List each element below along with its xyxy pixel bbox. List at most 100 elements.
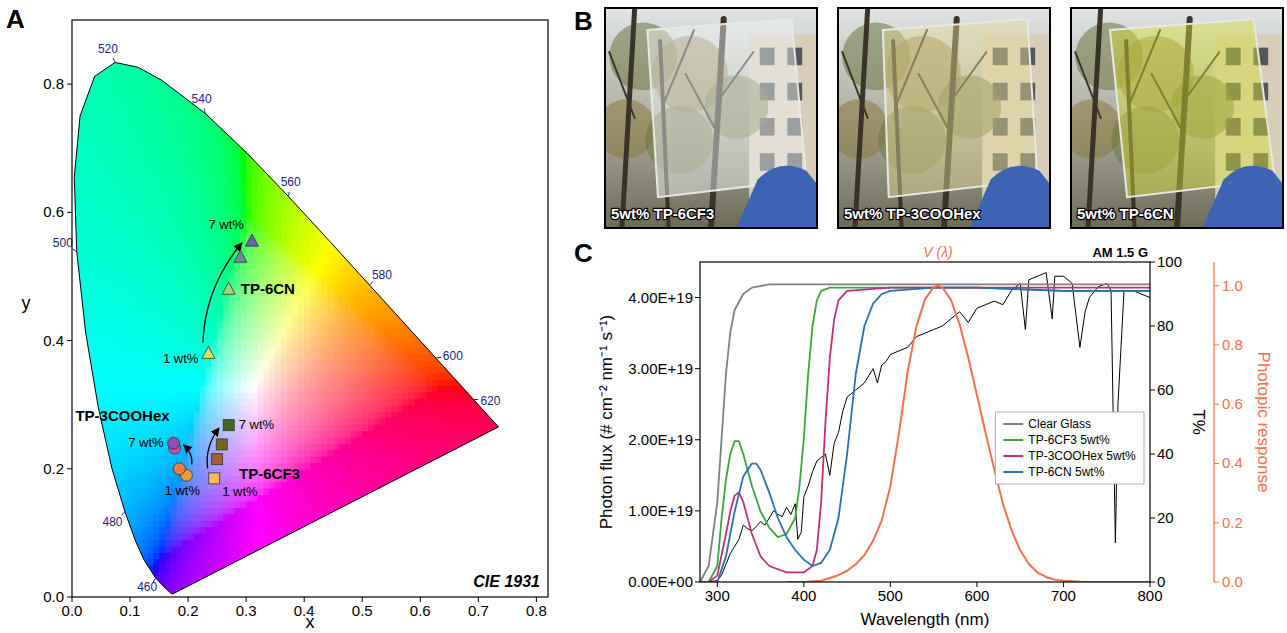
gamut-cell bbox=[142, 212, 149, 219]
gamut-cell bbox=[107, 135, 114, 142]
gamut-cell bbox=[200, 469, 207, 476]
gamut-cell bbox=[84, 58, 91, 65]
gamut-cell bbox=[194, 123, 201, 130]
gamut-cell bbox=[188, 174, 195, 181]
gamut-cell bbox=[118, 341, 125, 348]
gamut-cell bbox=[188, 212, 195, 219]
gamut-cell bbox=[147, 58, 154, 65]
gamut-cell bbox=[142, 270, 149, 277]
gamut-cell bbox=[188, 315, 195, 322]
gamut-cell bbox=[153, 520, 160, 527]
gamut-cell bbox=[101, 559, 108, 566]
gamut-cell bbox=[188, 264, 195, 271]
gamut-cell bbox=[147, 161, 154, 168]
gamut-cell bbox=[206, 578, 213, 585]
gamut-cell bbox=[194, 232, 201, 239]
gamut-cell bbox=[118, 360, 125, 367]
gamut-cell bbox=[72, 559, 79, 566]
gamut-cell bbox=[84, 116, 91, 123]
gamut-cell bbox=[153, 161, 160, 168]
gamut-cell bbox=[89, 392, 96, 399]
gamut-cell bbox=[136, 103, 143, 110]
gamut-cell bbox=[107, 251, 114, 258]
gamut-cell bbox=[84, 123, 91, 130]
gamut-cell bbox=[136, 392, 143, 399]
gamut-cell bbox=[165, 469, 172, 476]
gamut-cell bbox=[130, 174, 137, 181]
gamut-cell bbox=[72, 571, 79, 578]
gamut-cell bbox=[165, 283, 172, 290]
gamut-cell bbox=[200, 193, 207, 200]
gamut-cell bbox=[84, 462, 91, 469]
gamut-cell bbox=[147, 315, 154, 322]
gamut-cell bbox=[101, 578, 108, 585]
gamut-cell bbox=[84, 206, 91, 213]
gamut-cell bbox=[153, 270, 160, 277]
gamut-cell bbox=[89, 469, 96, 476]
gamut-cell bbox=[130, 193, 137, 200]
gamut-cell bbox=[72, 347, 79, 354]
gamut-cell bbox=[159, 232, 166, 239]
gamut-cell bbox=[147, 52, 154, 59]
gamut-cell bbox=[194, 270, 201, 277]
gamut-cell bbox=[130, 456, 137, 463]
gamut-cell bbox=[72, 475, 79, 482]
gamut-cell bbox=[165, 539, 172, 546]
gamut-cell bbox=[200, 225, 207, 232]
gamut-cell bbox=[124, 142, 130, 149]
gamut-cell bbox=[101, 507, 108, 514]
gamut-cell bbox=[107, 334, 114, 341]
gamut-cell bbox=[95, 65, 102, 72]
gamut-cell bbox=[78, 584, 85, 591]
gamut-cell bbox=[118, 71, 125, 78]
gamut-cell bbox=[89, 520, 96, 527]
gamut-cell bbox=[130, 206, 137, 213]
gamut-cell bbox=[153, 283, 160, 290]
gamut-cell bbox=[142, 91, 149, 98]
gamut-cell bbox=[165, 341, 172, 348]
gamut-cell bbox=[118, 559, 125, 566]
gamut-cell bbox=[153, 526, 160, 533]
gamut-cell bbox=[78, 187, 85, 194]
gamut-cell bbox=[206, 552, 213, 559]
gamut-cell bbox=[165, 514, 172, 521]
gamut-cell bbox=[118, 116, 125, 123]
gamut-cell bbox=[130, 232, 137, 239]
gamut-cell bbox=[84, 398, 91, 405]
gamut-cell bbox=[84, 501, 91, 508]
gamut-cell bbox=[118, 200, 125, 207]
gamut-cell bbox=[206, 501, 213, 508]
gamut-cell bbox=[118, 270, 125, 277]
gamut-cell bbox=[107, 578, 114, 585]
gamut-cell bbox=[147, 424, 154, 431]
gamut-cell bbox=[147, 232, 154, 239]
gamut-cell bbox=[142, 116, 149, 123]
gamut-cell bbox=[194, 71, 201, 78]
figure: A4604805005205405605806006200.00.10.20.3… bbox=[0, 0, 1287, 633]
gamut-cell bbox=[176, 97, 183, 104]
gamut-cell bbox=[206, 494, 213, 501]
gamut-cell bbox=[159, 161, 166, 168]
gamut-cell bbox=[182, 392, 189, 399]
gamut-cell bbox=[147, 462, 154, 469]
gamut-cell bbox=[200, 539, 207, 546]
gamut-cell bbox=[84, 309, 91, 316]
gamut-cell bbox=[147, 276, 154, 283]
gamut-cell bbox=[182, 437, 189, 444]
gamut-cell bbox=[78, 565, 85, 572]
gamut-cell bbox=[130, 571, 137, 578]
gamut-cell bbox=[124, 225, 130, 232]
gamut-cell bbox=[130, 366, 137, 373]
gamut-cell bbox=[188, 430, 195, 437]
gamut-cell bbox=[182, 366, 189, 373]
gamut-cell bbox=[113, 257, 120, 264]
gamut-cell bbox=[194, 58, 201, 65]
gamut-cell bbox=[118, 379, 125, 386]
gamut-cell bbox=[113, 174, 120, 181]
gamut-cell bbox=[147, 571, 154, 578]
gamut-cell bbox=[89, 546, 96, 553]
gamut-cell bbox=[159, 501, 166, 508]
gamut-cell bbox=[200, 475, 207, 482]
gamut-cell bbox=[124, 97, 130, 104]
gamut-cell bbox=[136, 276, 143, 283]
